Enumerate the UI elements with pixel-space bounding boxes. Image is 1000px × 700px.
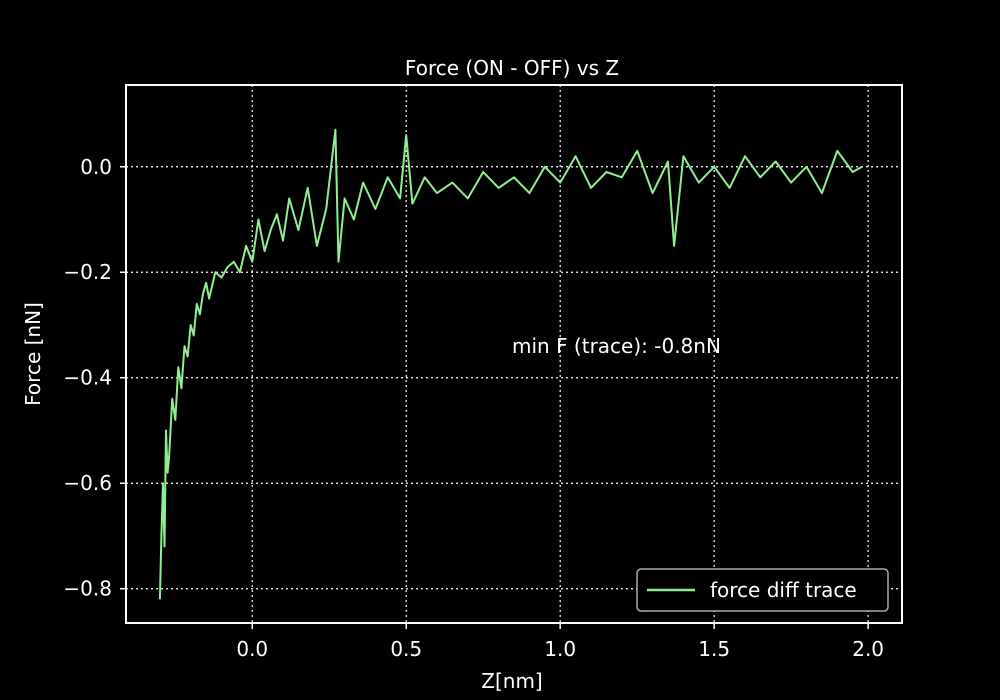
x-tick-label: 1.0 [544,637,576,661]
legend-box [636,568,889,612]
x-tick-label: 1.5 [698,637,730,661]
y-tick-label: −0.2 [63,260,112,284]
series-line-force-diff-trace [158,128,863,600]
legend: force diff trace [636,568,889,612]
axes-frame [125,84,903,624]
x-tick-label: 0.5 [390,637,422,661]
x-ticks: 0.0 0.5 1.0 1.5 2.0 [236,623,884,661]
series-layer [158,128,863,600]
min-force-annotation: min F (trace): -0.8nN [512,334,721,358]
x-tick-label: 2.0 [852,637,884,661]
y-axis-label: Force [nN] [21,302,45,406]
y-ticks: 0.0 −0.2 −0.4 −0.6 −0.8 [63,155,126,601]
y-tick-label: −0.6 [63,471,112,495]
x-tick-label: 0.0 [236,637,268,661]
y-tick-label: 0.0 [80,155,112,179]
legend-label: force diff trace [710,578,857,602]
x-axis-label: Z[nm] [481,669,542,693]
y-tick-label: −0.4 [63,366,112,390]
chart-title: Force (ON - OFF) vs Z [405,56,619,80]
y-tick-label: −0.8 [63,577,112,601]
